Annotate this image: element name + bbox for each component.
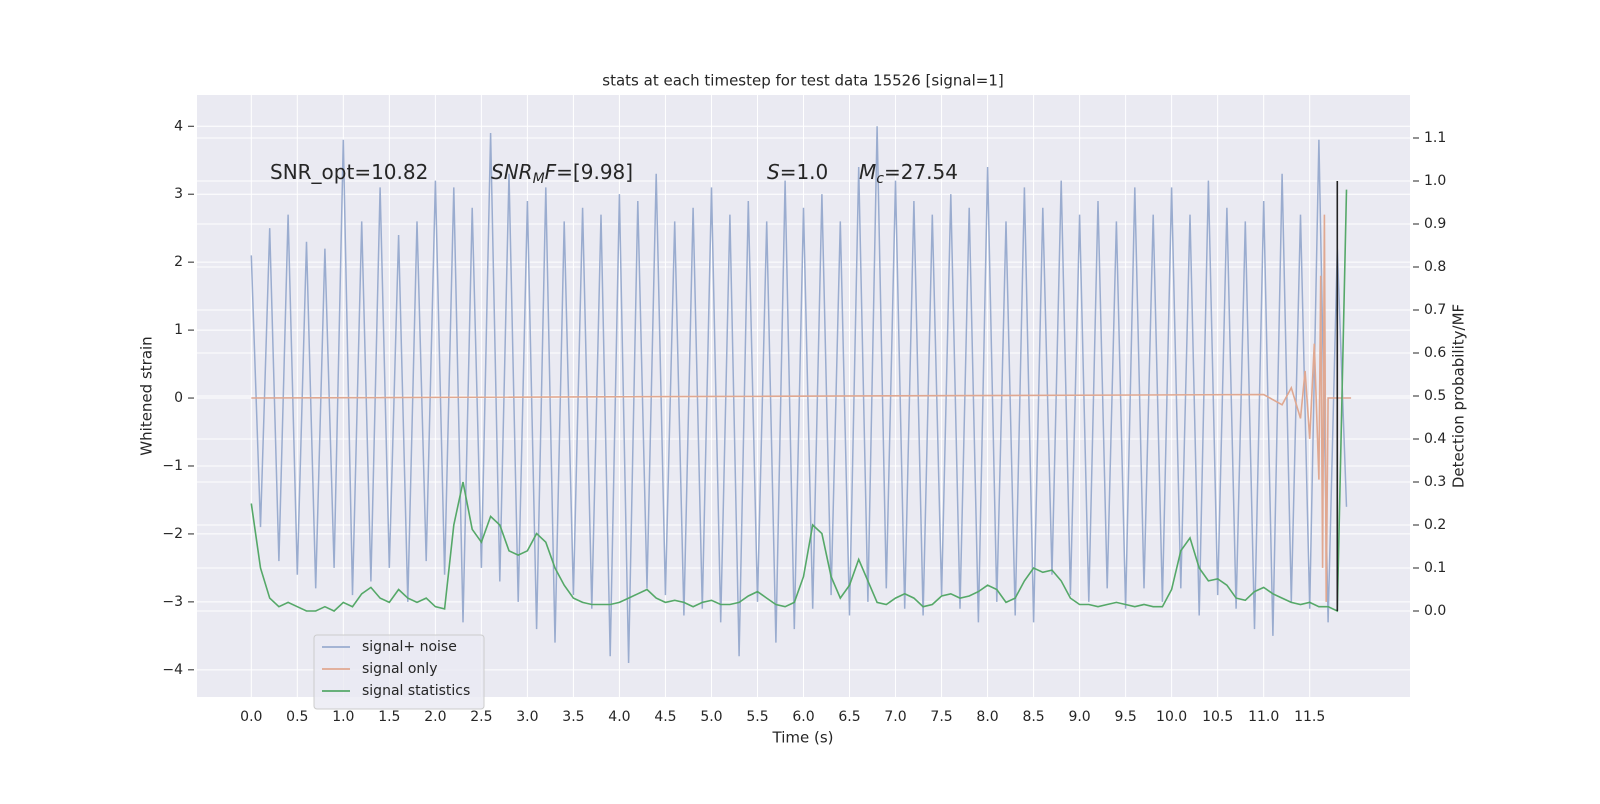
annotation: SNR_opt=10.82 <box>270 160 428 184</box>
x-tick-label: 7.0 <box>884 709 906 725</box>
x-tick-label: 8.5 <box>1022 709 1044 725</box>
annotation-part: SNR_opt=10.82 <box>270 160 428 184</box>
x-tick-label: 11.0 <box>1248 709 1279 725</box>
annotation-part: S <box>767 160 780 184</box>
y2-tick-label: 0.7 <box>1424 302 1446 318</box>
series-line <box>250 126 1348 664</box>
legend: signal+ noise signal only signal statistic… <box>313 634 485 710</box>
annotation-part: M <box>859 160 876 184</box>
series-line <box>250 189 1348 613</box>
y-axis-label: Whitened strain <box>138 336 156 455</box>
chart-title: stats at each timestep for test data 155… <box>602 72 1003 90</box>
y2-tick-label: 0.5 <box>1424 388 1446 404</box>
y-tick-label: 1 <box>174 322 183 338</box>
annotation-part: =1.0 <box>780 160 829 184</box>
x-tick-label: 0.5 <box>286 709 308 725</box>
legend-box <box>313 634 485 710</box>
x-tick-label: 5.0 <box>700 709 722 725</box>
x-tick-label: 6.5 <box>838 709 860 725</box>
x-tick-label: 3.0 <box>516 709 538 725</box>
y2-tick-label: 0.0 <box>1424 603 1446 619</box>
y2-tick-label: 0.6 <box>1424 345 1446 361</box>
x-tick-label: 2.5 <box>470 709 492 725</box>
x-tick-label: 10.5 <box>1202 709 1233 725</box>
legend-label: signal statistics <box>362 683 470 699</box>
annotation: SNRMF=[9.98] <box>491 160 633 188</box>
y2-tick-label: 1.1 <box>1424 130 1446 146</box>
series-line <box>251 214 1352 602</box>
y2-tick-label: 0.9 <box>1424 216 1446 232</box>
y2-tick-label: 0.1 <box>1424 560 1446 576</box>
y2-tick-label: 1.0 <box>1424 173 1446 189</box>
y2-tick-label: 0.2 <box>1424 517 1446 533</box>
legend-label: signal only <box>362 661 437 677</box>
x-tick-label: 6.0 <box>792 709 814 725</box>
annotation-part: F <box>545 160 557 184</box>
annotation: S=1.0 <box>767 160 828 184</box>
x-tick-label: 2.0 <box>424 709 446 725</box>
x-tick-label: 5.5 <box>746 709 768 725</box>
annotation-part: M <box>533 171 545 187</box>
y-tick-label: 4 <box>174 118 183 134</box>
legend-label: signal+ noise <box>362 639 457 655</box>
annotation-part: =27.54 <box>884 160 958 184</box>
y-tick-label: −3 <box>162 594 183 610</box>
annotation-part: SNR <box>491 160 533 184</box>
y-tick-label: −2 <box>162 526 183 542</box>
annotation-part: c <box>876 171 884 187</box>
y-tick-label: 3 <box>174 186 183 202</box>
x-tick-label: 11.5 <box>1294 709 1325 725</box>
x-tick-label: 4.5 <box>654 709 676 725</box>
annotation-part: =[9.98] <box>556 160 633 184</box>
y-tick-label: 2 <box>174 254 183 270</box>
y2-tick-label: 0.4 <box>1424 431 1446 447</box>
x-tick-label: 0.0 <box>240 709 262 725</box>
y2-tick-label: 0.3 <box>1424 474 1446 490</box>
x-tick-label: 4.0 <box>608 709 630 725</box>
y-tick-label: 0 <box>174 390 183 406</box>
y-tick-label: −4 <box>162 662 183 678</box>
x-tick-label: 1.5 <box>378 709 400 725</box>
y-tick-label: −1 <box>162 458 183 474</box>
y2-axis-label: Detection probability/MF <box>1450 304 1468 488</box>
x-tick-label: 8.0 <box>976 709 998 725</box>
x-tick-label: 10.0 <box>1156 709 1187 725</box>
annotation: Mc=27.54 <box>859 160 958 188</box>
x-tick-label: 1.0 <box>332 709 354 725</box>
x-tick-label: 9.0 <box>1068 709 1090 725</box>
y2-tick-label: 0.8 <box>1424 259 1446 275</box>
x-tick-label: 3.5 <box>562 709 584 725</box>
x-axis-label: Time (s) <box>772 729 834 747</box>
x-tick-label: 7.5 <box>930 709 952 725</box>
x-tick-label: 9.5 <box>1114 709 1136 725</box>
